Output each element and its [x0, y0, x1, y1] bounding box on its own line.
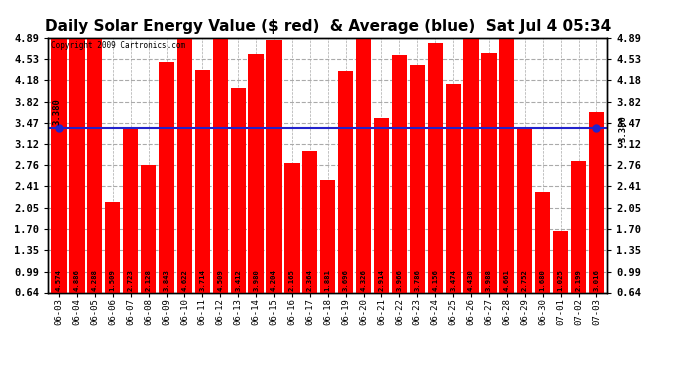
Text: 3.380: 3.380 — [52, 98, 62, 125]
Bar — [123, 129, 138, 292]
Bar — [105, 202, 120, 292]
Bar — [248, 54, 264, 292]
Bar — [213, 22, 228, 293]
Text: 3.966: 3.966 — [396, 269, 402, 291]
Bar — [500, 13, 515, 292]
Text: 3.474: 3.474 — [450, 269, 456, 291]
Bar — [177, 15, 192, 292]
Text: 2.165: 2.165 — [289, 269, 295, 291]
Bar — [52, 18, 67, 292]
Text: 1.025: 1.025 — [558, 269, 564, 291]
Bar — [410, 65, 425, 292]
Bar — [338, 71, 353, 292]
Bar — [518, 128, 533, 292]
Text: 3.843: 3.843 — [164, 269, 170, 291]
Text: 3.980: 3.980 — [253, 269, 259, 291]
Text: 2.752: 2.752 — [522, 269, 528, 291]
Bar — [392, 54, 407, 292]
Bar — [87, 35, 103, 292]
Bar — [446, 84, 461, 292]
Text: 2.914: 2.914 — [379, 269, 384, 291]
Text: 3.016: 3.016 — [593, 269, 600, 291]
Bar — [266, 40, 282, 292]
Bar — [535, 192, 551, 292]
Text: 1.680: 1.680 — [540, 269, 546, 291]
Bar — [302, 151, 317, 292]
Text: 3.988: 3.988 — [486, 269, 492, 291]
Text: 3.714: 3.714 — [199, 269, 206, 291]
Bar — [230, 88, 246, 292]
Text: 2.364: 2.364 — [307, 269, 313, 291]
Text: 4.430: 4.430 — [468, 269, 474, 291]
Text: 4.288: 4.288 — [92, 269, 98, 291]
Bar — [195, 70, 210, 292]
Text: 3.696: 3.696 — [343, 269, 348, 291]
Bar — [70, 0, 85, 292]
Text: 3.412: 3.412 — [235, 269, 242, 291]
Text: 3.786: 3.786 — [414, 269, 420, 291]
Text: 4.574: 4.574 — [56, 269, 62, 291]
Text: 2.723: 2.723 — [128, 269, 134, 291]
Text: 4.622: 4.622 — [181, 269, 188, 291]
Text: 2.199: 2.199 — [575, 269, 582, 291]
Text: 4.661: 4.661 — [504, 269, 510, 291]
Bar — [589, 111, 604, 292]
Text: 4.886: 4.886 — [74, 269, 80, 291]
Text: 1.881: 1.881 — [325, 269, 331, 291]
Bar — [141, 165, 156, 292]
Bar — [464, 27, 479, 292]
Bar — [428, 43, 443, 292]
Text: 4.326: 4.326 — [361, 269, 366, 291]
Text: 4.156: 4.156 — [432, 269, 438, 291]
Bar — [553, 231, 569, 292]
Text: Copyright 2009 Cartronics.com: Copyright 2009 Cartronics.com — [51, 41, 185, 50]
Text: 1.509: 1.509 — [110, 269, 116, 291]
Text: 4.509: 4.509 — [217, 269, 224, 291]
Bar — [159, 62, 174, 292]
Bar — [482, 53, 497, 292]
Bar — [284, 163, 299, 292]
Title: Daily Solar Energy Value ($ red)  & Average (blue)  Sat Jul 4 05:34: Daily Solar Energy Value ($ red) & Avera… — [45, 18, 611, 33]
Bar — [571, 160, 586, 292]
Text: 3.380: 3.380 — [618, 115, 627, 141]
Bar — [320, 180, 335, 292]
Bar — [356, 33, 371, 292]
Text: 2.128: 2.128 — [146, 269, 152, 291]
Text: 4.204: 4.204 — [271, 269, 277, 291]
Bar — [374, 118, 389, 292]
